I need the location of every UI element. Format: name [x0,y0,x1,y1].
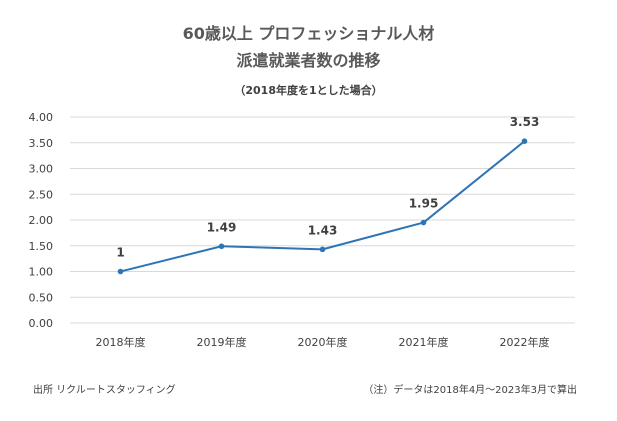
footnote: （注）データは2018年4月～2023年3月で算出 [363,385,577,396]
y-tick-label: 2.50 [29,188,54,201]
chart-subtitle: （2018年度を1とした場合） [234,84,383,97]
y-tick-label: 0.50 [29,291,54,304]
source-note: 出所 リクルートスタッフィング [33,385,176,396]
data-point [319,246,326,253]
y-tick-label: 0.00 [29,317,54,330]
data-point [117,268,124,275]
x-tick-label: 2021年度 [399,335,449,349]
data-point [521,138,528,145]
data-label: 1.49 [207,220,237,234]
y-tick-label: 3.00 [29,163,54,176]
x-tick-label: 2019年度 [197,335,247,349]
chart-title-line2: 派遣就業者数の推移 [236,51,381,70]
y-tick-label: 3.50 [29,137,54,150]
data-label: 1.95 [409,197,439,211]
y-tick-label: 2.00 [29,214,54,227]
x-tick-label: 2020年度 [298,335,348,349]
data-label: 1.43 [308,223,338,237]
y-tick-label: 1.50 [29,240,54,253]
data-point [420,219,427,226]
y-tick-label: 1.00 [29,266,54,279]
y-tick-label: 4.00 [29,111,54,124]
data-label: 3.53 [510,115,540,129]
data-point [218,243,225,250]
x-tick-label: 2022年度 [500,335,550,349]
chart-title-line1: 60歳以上 プロフェッショナル人材 [182,24,435,43]
x-tick-label: 2018年度 [96,335,146,349]
data-label: 1 [116,246,124,260]
